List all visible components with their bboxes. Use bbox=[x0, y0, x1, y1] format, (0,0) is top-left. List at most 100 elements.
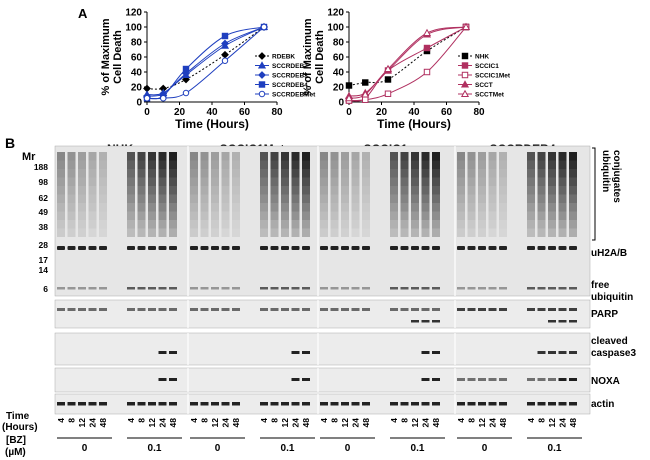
smear-segment bbox=[569, 160, 577, 169]
band-actin bbox=[330, 402, 339, 406]
band-parp bbox=[527, 308, 535, 311]
smear-segment bbox=[351, 228, 360, 237]
band-actin bbox=[558, 402, 567, 406]
smear-segment bbox=[457, 160, 465, 169]
band-free-ubiquitin bbox=[478, 287, 486, 290]
band-uh2a bbox=[232, 246, 240, 250]
band-noxa bbox=[169, 378, 177, 381]
smear-segment bbox=[260, 203, 268, 212]
band-free-ubiquitin bbox=[548, 287, 556, 290]
smear-segment bbox=[137, 220, 146, 229]
smear-segment bbox=[190, 194, 198, 203]
smear-segment bbox=[527, 169, 535, 178]
band-noxa bbox=[537, 378, 546, 381]
band-free-ubiquitin bbox=[158, 287, 167, 290]
smear-segment bbox=[362, 177, 370, 186]
x-tick-label: 60 bbox=[441, 107, 453, 118]
smear-segment bbox=[190, 160, 198, 169]
smear-segment bbox=[537, 186, 546, 195]
smear-segment bbox=[211, 203, 219, 212]
series-SCCTMet bbox=[344, 22, 471, 102]
band-noxa bbox=[457, 378, 465, 381]
smear-segment bbox=[362, 203, 370, 212]
x-tick-label: 80 bbox=[271, 107, 283, 118]
smear-segment bbox=[558, 160, 567, 169]
free-label: free bbox=[591, 280, 610, 291]
smear-segment bbox=[260, 169, 268, 178]
y-tick-label: 40 bbox=[131, 68, 143, 79]
smear-segment bbox=[467, 160, 476, 169]
smear-segment bbox=[320, 177, 328, 186]
smear-segment bbox=[232, 186, 240, 195]
smear-segment bbox=[260, 177, 268, 186]
smear-segment bbox=[99, 228, 107, 237]
lane-ubiquitin bbox=[330, 152, 339, 290]
lane-ubiquitin bbox=[537, 152, 546, 290]
smear-segment bbox=[88, 169, 97, 178]
smear-segment bbox=[169, 194, 177, 203]
y-tick-label: 100 bbox=[327, 23, 344, 34]
smear-segment bbox=[351, 186, 360, 195]
smear-segment bbox=[569, 211, 577, 220]
mw-marker: 62 bbox=[39, 193, 49, 203]
time-value: 12 bbox=[410, 418, 420, 428]
bz-value: 0 bbox=[82, 443, 88, 454]
legend-label: SCCIC1Met bbox=[475, 73, 511, 80]
legend-label: SCCIC1 bbox=[475, 63, 499, 70]
bz-label: [BZ] bbox=[6, 435, 26, 446]
smear-segment bbox=[390, 177, 398, 186]
smear-segment bbox=[341, 152, 349, 161]
smear-segment bbox=[88, 203, 97, 212]
smear-segment bbox=[341, 203, 349, 212]
smear-segment bbox=[291, 169, 300, 178]
smear-segment bbox=[390, 186, 398, 195]
band-free-ubiquitin bbox=[99, 287, 107, 290]
mw-marker: 49 bbox=[39, 207, 49, 217]
smear-segment bbox=[302, 186, 310, 195]
parp-label: PARP bbox=[591, 309, 618, 320]
smear-segment bbox=[200, 186, 209, 195]
mw-marker: 17 bbox=[39, 255, 49, 265]
smear-segment bbox=[400, 211, 409, 220]
lane-ubiquitin bbox=[221, 152, 230, 290]
y-tick-label: 20 bbox=[333, 83, 345, 94]
band-parp-cleaved bbox=[558, 320, 567, 323]
smear-segment bbox=[411, 160, 419, 169]
smear-segment bbox=[221, 160, 230, 169]
band-uh2a bbox=[211, 246, 219, 250]
time-value: 12 bbox=[547, 418, 557, 428]
band-actin bbox=[548, 402, 556, 406]
smear-segment bbox=[137, 203, 146, 212]
smear-segment bbox=[537, 228, 546, 237]
smear-segment bbox=[281, 169, 289, 178]
lane-ubiquitin bbox=[127, 152, 135, 290]
bz-value: 0.1 bbox=[148, 443, 162, 454]
smear-segment bbox=[432, 169, 440, 178]
band-free-ubiquitin bbox=[351, 287, 360, 290]
band-caspase3 bbox=[537, 351, 546, 354]
smear-segment bbox=[232, 169, 240, 178]
smear-segment bbox=[330, 228, 339, 237]
band-parp bbox=[67, 308, 76, 311]
smear-segment bbox=[330, 220, 339, 229]
smear-segment bbox=[148, 220, 156, 229]
band-uh2a bbox=[499, 246, 507, 250]
band-free-ubiquitin bbox=[260, 287, 268, 290]
smear-segment bbox=[78, 177, 86, 186]
smear-segment bbox=[211, 160, 219, 169]
smear-segment bbox=[200, 220, 209, 229]
panel-b-label: B bbox=[5, 135, 15, 151]
time-value: 4 bbox=[126, 418, 136, 423]
smear-segment bbox=[78, 186, 86, 195]
band-parp bbox=[260, 308, 268, 311]
smear-segment bbox=[158, 177, 167, 186]
bz-value: 0 bbox=[215, 443, 221, 454]
smear-segment bbox=[341, 186, 349, 195]
band-free-ubiquitin bbox=[330, 287, 339, 290]
smear-segment bbox=[488, 203, 497, 212]
smear-segment bbox=[527, 177, 535, 186]
band-parp bbox=[537, 308, 546, 311]
band-actin bbox=[127, 402, 135, 406]
series-line bbox=[348, 26, 467, 102]
smear-segment bbox=[158, 203, 167, 212]
